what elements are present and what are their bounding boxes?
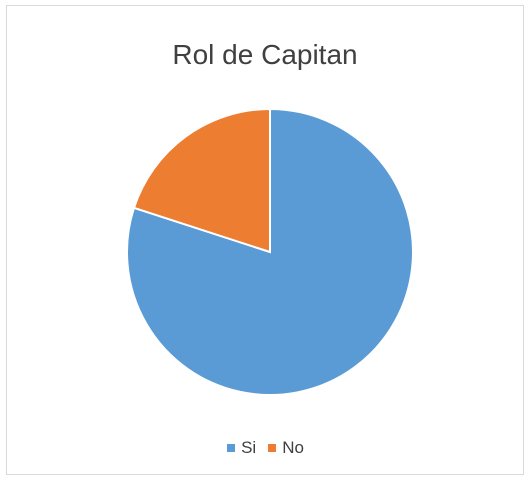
legend: Si No xyxy=(0,438,531,458)
legend-swatch-no xyxy=(268,444,277,452)
legend-item-si: Si xyxy=(227,438,256,458)
legend-label-no: No xyxy=(282,438,304,457)
chart-title: Rol de Capitan xyxy=(172,39,358,70)
legend-swatch-si xyxy=(227,444,236,452)
legend-label-si: Si xyxy=(241,438,257,457)
pie-slice-no xyxy=(132,107,271,254)
legend-item-no: No xyxy=(268,438,304,458)
